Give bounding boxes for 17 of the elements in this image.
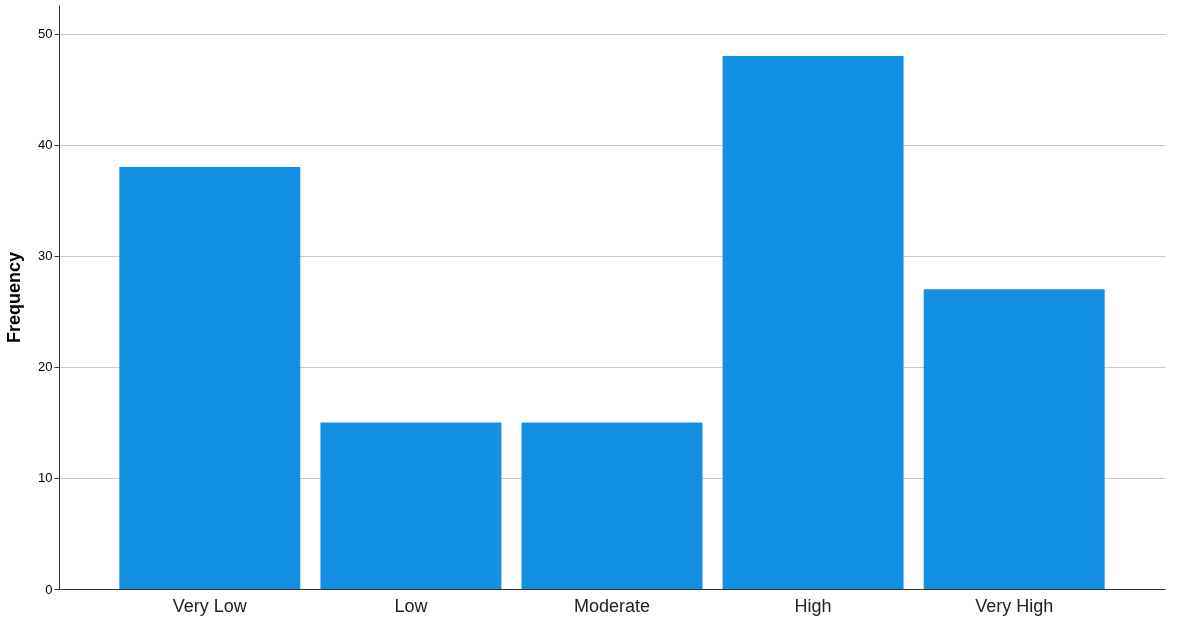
bar xyxy=(521,422,703,589)
x-tick-label: Very High xyxy=(975,595,1054,616)
y-tick-label: 0 xyxy=(45,581,53,597)
y-tick-label: 50 xyxy=(38,26,53,42)
x-tick-label: Moderate xyxy=(573,595,651,616)
x-tick-label: High xyxy=(794,595,832,616)
bar xyxy=(119,167,301,589)
bar xyxy=(320,422,502,589)
x-tick-label: Low xyxy=(394,595,429,616)
y-tick-label: 20 xyxy=(38,359,53,375)
bar xyxy=(923,289,1105,589)
y-tick-label: 10 xyxy=(38,470,53,486)
x-tick-label: Very Low xyxy=(172,595,248,616)
y-axis-title: Frequency xyxy=(4,251,25,344)
bar xyxy=(722,56,904,589)
y-tick-label: 40 xyxy=(38,137,53,153)
y-tick-label: 30 xyxy=(38,248,53,264)
